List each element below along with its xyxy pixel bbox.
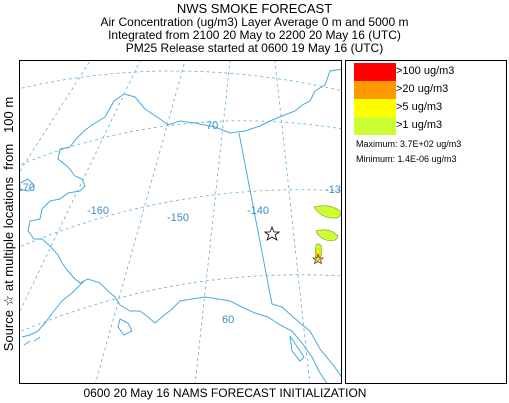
international-border xyxy=(238,132,341,377)
star-icon xyxy=(311,254,325,265)
forecast-title: NWS SMOKE FORECAST xyxy=(176,1,333,16)
lat-label-70: 70 xyxy=(206,120,218,132)
lon-label-160: -160 xyxy=(87,205,109,217)
forecast-initialization-label: 0600 20 May 16 NAMS FORECAST INITIALIZAT… xyxy=(83,386,367,400)
lon-label-170: -170 xyxy=(20,182,35,194)
st-lawrence-island xyxy=(20,178,35,192)
lon-label-150: -150 xyxy=(167,212,189,224)
legend-swatch-lime xyxy=(354,117,396,135)
aleutian-islands xyxy=(23,336,41,346)
smoke-plumes xyxy=(313,205,341,262)
source-markers xyxy=(263,225,325,265)
minimum-value: Minimum: 1.4E-06 ug/m3 xyxy=(356,154,457,164)
map-panel: -170 -160 -150 -140 -130 70 60 xyxy=(19,60,342,384)
concentration-subtitle: Air Concentration (ug/m3) Layer Average … xyxy=(100,15,409,29)
alaska-peninsula xyxy=(21,280,85,338)
graticule-longitudes xyxy=(20,61,311,383)
kodiak-island xyxy=(117,318,133,336)
lon-line-140 xyxy=(194,61,231,383)
maximum-value: Maximum: 3.7E+02 ug/m3 xyxy=(356,139,462,149)
lat-line-70 xyxy=(20,120,341,166)
legend-item: >100 ug/m3 xyxy=(354,63,504,81)
concentration-legend: >100 ug/m3 >20 ug/m3 >5 ug/m3 >1 ug/m3 M… xyxy=(345,60,507,384)
map-canvas: -170 -160 -150 -140 -130 70 60 xyxy=(20,61,342,383)
lon-line-170 xyxy=(20,61,91,172)
panhandle-islands xyxy=(289,335,305,362)
star-icon xyxy=(263,225,281,241)
coastline xyxy=(20,68,341,383)
lon-line-130 xyxy=(274,61,311,383)
plume-gt1-north xyxy=(313,205,341,219)
lat-line-60 xyxy=(20,274,341,333)
legend-item: >1 ug/m3 xyxy=(354,117,504,135)
source-location-label: Source ☆ at multiple locations from 100 … xyxy=(1,96,16,352)
lat-line-75 xyxy=(20,70,341,91)
legend-swatch-red xyxy=(354,63,396,81)
lat-label-60: 60 xyxy=(222,314,234,326)
graticule-labels: -170 -160 -150 -140 -130 70 60 xyxy=(20,120,342,326)
legend-item: >5 ug/m3 xyxy=(354,99,504,117)
legend-label: >20 ug/m3 xyxy=(396,83,449,95)
lat-line-65 xyxy=(20,189,341,248)
lon-label-140: -140 xyxy=(247,205,269,217)
lon-line-160 xyxy=(20,61,141,312)
integration-subtitle: Integrated from 2100 20 May to 2200 20 M… xyxy=(108,28,401,42)
legend-label: >100 ug/m3 xyxy=(396,65,455,77)
lon-label-130: -130 xyxy=(325,184,342,196)
plume-gt1-south xyxy=(315,229,339,242)
legend-label: >5 ug/m3 xyxy=(396,101,443,113)
alaska-coastline xyxy=(27,68,341,383)
legend-swatch-yellow xyxy=(354,99,396,117)
legend-item: >20 ug/m3 xyxy=(354,81,504,99)
lon-line-150 xyxy=(95,61,186,383)
release-subtitle: PM25 Release started at 0600 19 May 16 (… xyxy=(125,41,384,55)
legend-swatch-orange xyxy=(354,81,396,99)
legend-label: >1 ug/m3 xyxy=(396,119,443,131)
